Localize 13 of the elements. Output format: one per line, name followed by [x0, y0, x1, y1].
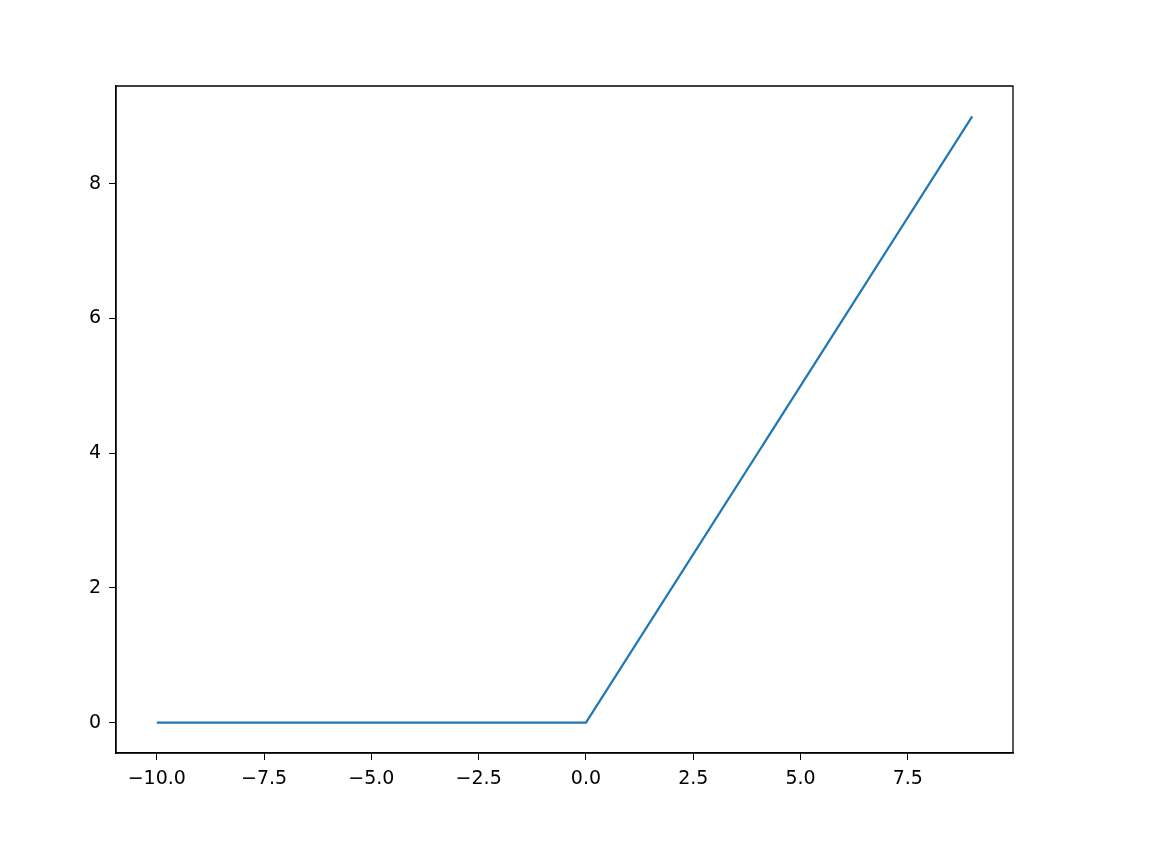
y-tick-label: 2 [88, 574, 101, 597]
x-tick-label: 0.0 [570, 766, 602, 789]
y-tick-label: 4 [88, 440, 101, 463]
x-tick-label: 7.5 [892, 766, 923, 789]
y-tick-label: 0 [88, 709, 101, 732]
y-tick-label: 8 [88, 170, 101, 193]
x-tick-label: −7.5 [241, 766, 288, 789]
x-tick-label: −2.5 [455, 766, 502, 789]
x-tick-label: 5.0 [785, 766, 816, 789]
y-tick-label: 6 [88, 305, 101, 328]
x-tick-label: −5.0 [348, 766, 395, 789]
x-tick-label: 2.5 [678, 766, 709, 789]
x-tick-label: −10.0 [127, 766, 186, 789]
